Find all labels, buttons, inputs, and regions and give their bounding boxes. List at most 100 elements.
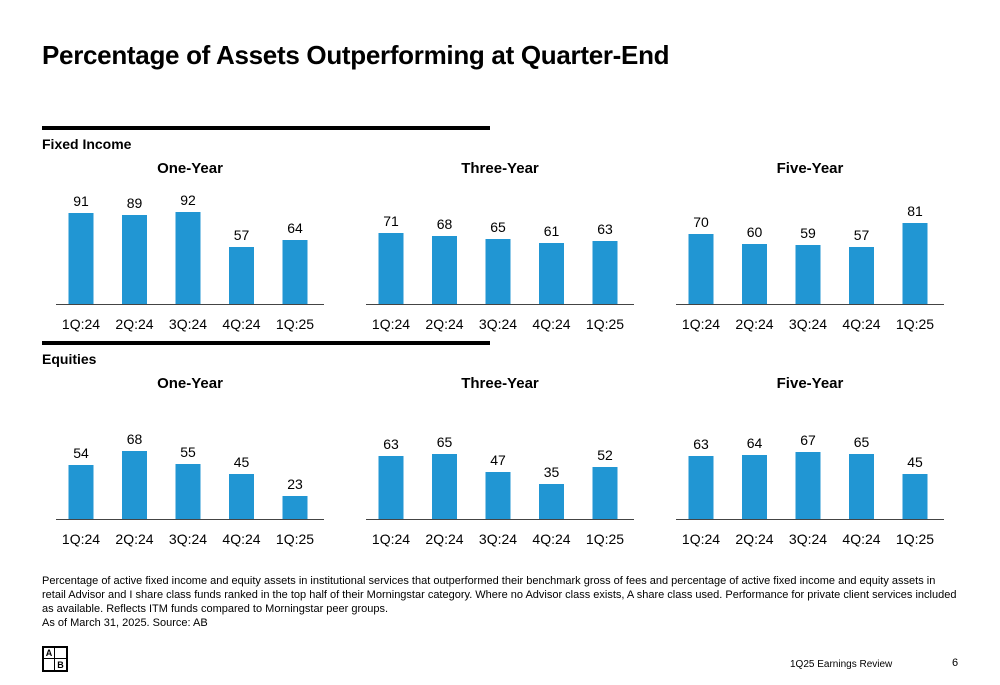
fixed-income-label: Fixed Income: [42, 136, 132, 152]
data-label: 57: [854, 227, 870, 243]
bar: [849, 454, 874, 519]
bar: [68, 213, 94, 304]
data-label: 71: [383, 213, 399, 229]
data-label: 64: [747, 435, 763, 451]
bar: [122, 451, 147, 519]
x-tick-label: 4Q:24: [842, 531, 880, 547]
bar: [902, 223, 928, 304]
x-tick-label: 3Q:24: [479, 316, 517, 332]
x-tick-label: 2Q:24: [425, 316, 463, 332]
bar: [485, 239, 511, 304]
x-tick-label: 3Q:24: [789, 316, 827, 332]
x-tick-label: 2Q:24: [115, 316, 153, 332]
data-label: 65: [437, 434, 453, 450]
footnote: Percentage of active fixed income and eq…: [42, 574, 962, 630]
data-label: 92: [180, 192, 196, 208]
chart-title: One-Year: [157, 375, 223, 392]
x-tick-label: 3Q:24: [169, 316, 207, 332]
x-tick-label: 1Q:24: [372, 531, 410, 547]
x-tick-label: 1Q:24: [682, 531, 720, 547]
bar: [282, 496, 308, 519]
x-tick-label: 3Q:24: [479, 531, 517, 547]
x-tick-label: 3Q:24: [169, 531, 207, 547]
x-tick-label: 2Q:24: [735, 316, 773, 332]
data-label: 68: [437, 216, 453, 232]
page-number: 6: [952, 657, 959, 669]
bar: [432, 236, 457, 304]
x-tick-label: 4Q:24: [222, 531, 260, 547]
x-tick-label: 3Q:24: [789, 531, 827, 547]
chart-title: One-Year: [157, 160, 223, 177]
data-label: 91: [73, 193, 89, 209]
x-tick-label: 1Q:24: [62, 531, 100, 547]
data-label: 61: [544, 223, 560, 239]
data-label: 81: [907, 203, 923, 219]
data-label: 65: [854, 434, 870, 450]
footnote-body: Percentage of active fixed income and eq…: [42, 575, 957, 615]
bar: [282, 240, 308, 304]
x-tick-label: 1Q:25: [276, 316, 314, 332]
x-tick-label: 1Q:24: [62, 316, 100, 332]
data-label: 23: [287, 476, 303, 492]
bar: [122, 215, 147, 304]
data-label: 89: [127, 195, 143, 211]
bar-chart: 63 1Q:24 65 2Q:24 47 3Q:24 35 4Q:24 52 1Q:25: [366, 434, 634, 547]
data-label: 52: [597, 447, 613, 463]
equities-label: Equities: [42, 351, 97, 367]
bar: [229, 247, 254, 304]
footnote-source: As of March 31, 2025. Source: AB: [42, 617, 208, 629]
data-label: 55: [180, 444, 196, 460]
x-tick-label: 4Q:24: [222, 316, 260, 332]
bar-chart: 71 1Q:24 68 2Q:24 65 3Q:24 61 4Q:24 63 1Q:25: [366, 213, 634, 332]
data-label: 35: [544, 464, 560, 480]
data-label: 60: [747, 224, 763, 240]
x-tick-label: 1Q:25: [276, 531, 314, 547]
bar: [539, 243, 564, 304]
x-tick-label: 2Q:24: [115, 531, 153, 547]
x-tick-label: 2Q:24: [425, 531, 463, 547]
bar-chart: 70 1Q:24 60 2Q:24 59 3Q:24 57 4Q:24 81 1Q:25: [676, 203, 944, 332]
chart-fixed-income-one-year: One-Year 91 1Q:24 89 2Q:24 92 3Q:24 57 4Q:24 64 1…: [52, 160, 328, 350]
footer-label: 1Q25 Earnings Review: [790, 659, 893, 670]
x-tick-label: 1Q:25: [586, 531, 624, 547]
bar-chart: 54 1Q:24 68 2Q:24 55 3Q:24 45 4Q:24 23 1Q:25: [56, 431, 324, 547]
bar: [229, 474, 254, 519]
bar-chart: 91 1Q:24 89 2Q:24 92 3Q:24 57 4Q:24 64 1Q:25: [56, 192, 324, 332]
bar: [795, 245, 821, 304]
x-tick-label: 4Q:24: [532, 316, 570, 332]
bar: [795, 452, 821, 519]
bar: [175, 212, 201, 304]
data-label: 45: [907, 454, 923, 470]
bar: [592, 467, 618, 519]
data-label: 63: [597, 221, 613, 237]
fixed-income-divider: [42, 126, 490, 130]
chart-title: Three-Year: [461, 375, 539, 392]
data-label: 64: [287, 220, 303, 236]
bar: [688, 234, 714, 304]
bar: [688, 456, 714, 519]
data-label: 45: [234, 454, 250, 470]
page-title: Percentage of Assets Outperforming at Qu…: [42, 40, 670, 70]
x-tick-label: 4Q:24: [842, 316, 880, 332]
chart-equities-one-year: One-Year 54 1Q:24 68 2Q:24 55 3Q:24 45 4Q:24 23 1…: [52, 375, 328, 565]
bar: [432, 454, 457, 519]
ab-logo: A B: [42, 646, 68, 672]
data-label: 59: [800, 225, 816, 241]
bar: [68, 465, 94, 519]
bar: [378, 233, 404, 304]
bar: [539, 484, 564, 519]
logo-cell-empty: [55, 648, 66, 659]
x-tick-label: 4Q:24: [532, 531, 570, 547]
bar-chart: 63 1Q:24 64 2Q:24 67 3Q:24 65 4Q:24 45 1Q:25: [676, 432, 944, 547]
bar: [849, 247, 874, 304]
x-tick-label: 1Q:24: [372, 316, 410, 332]
chart-fixed-income-three-year: Three-Year 71 1Q:24 68 2Q:24 65 3Q:24 61 4Q:24 6…: [362, 160, 638, 350]
data-label: 68: [127, 431, 143, 447]
x-tick-label: 1Q:25: [896, 316, 934, 332]
chart-equities-five-year: Five-Year 63 1Q:24 64 2Q:24 67 3Q:24 65 4Q:24 45…: [672, 375, 948, 565]
data-label: 57: [234, 227, 250, 243]
chart-title: Five-Year: [776, 160, 844, 177]
logo-cell-empty: [44, 659, 55, 670]
logo-letter-b: B: [57, 659, 64, 670]
equities-divider: [42, 341, 490, 345]
